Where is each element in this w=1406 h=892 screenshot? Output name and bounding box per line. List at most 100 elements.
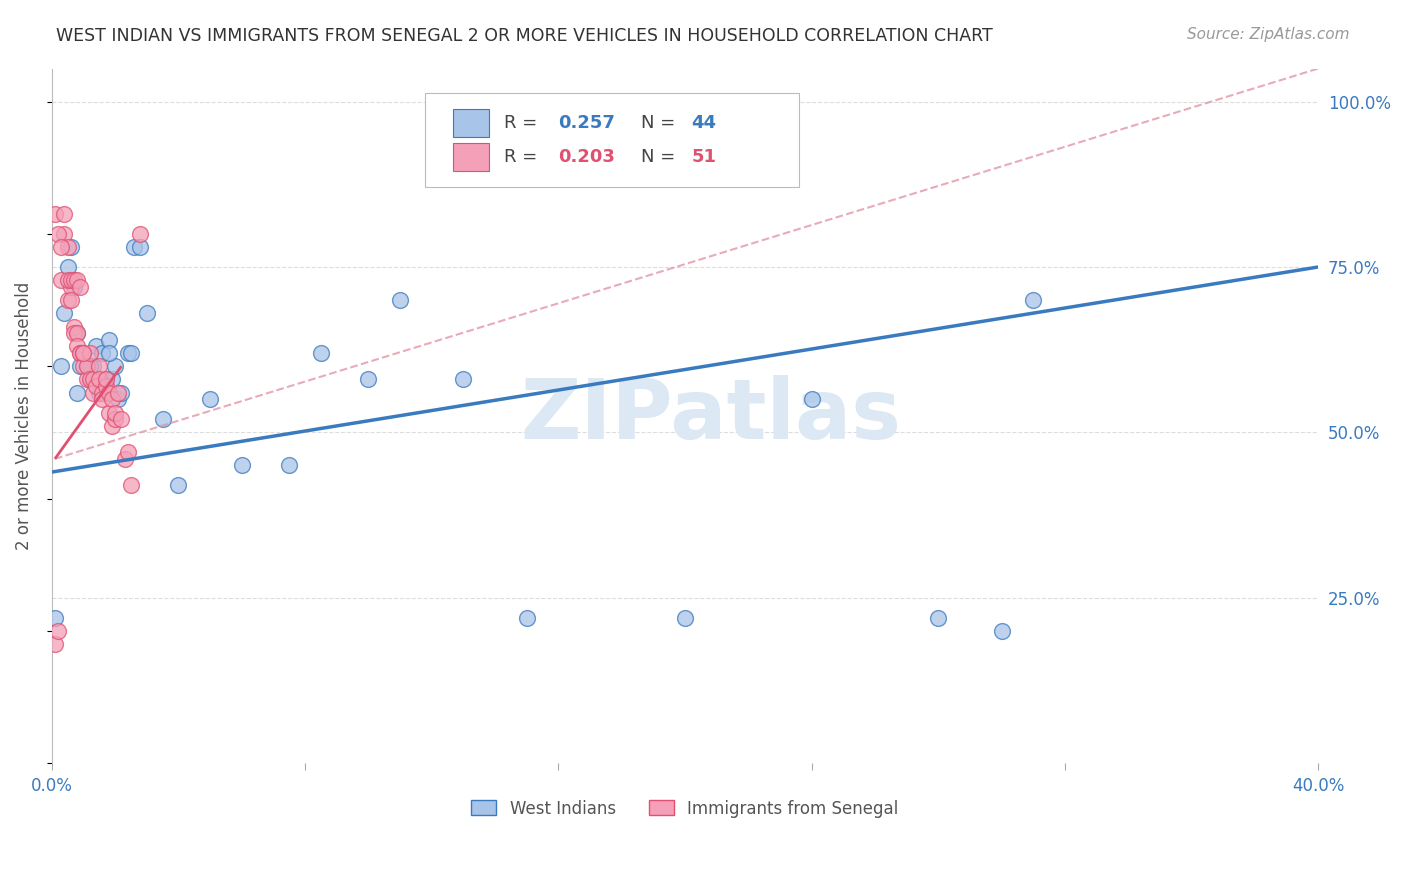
Point xyxy=(198,392,221,407)
FancyBboxPatch shape xyxy=(426,93,799,186)
Bar xyxy=(453,109,489,136)
Point xyxy=(72,346,94,360)
Point xyxy=(63,280,86,294)
Point xyxy=(53,227,76,241)
Point xyxy=(104,359,127,374)
Point xyxy=(79,372,101,386)
Point xyxy=(110,385,132,400)
Point xyxy=(63,326,86,340)
Point xyxy=(94,379,117,393)
Point xyxy=(97,405,120,419)
Point xyxy=(56,260,79,274)
Point xyxy=(69,280,91,294)
Point xyxy=(59,280,82,294)
Point xyxy=(84,339,107,353)
Point xyxy=(673,610,696,624)
Point xyxy=(122,240,145,254)
Point xyxy=(69,346,91,360)
Text: N =: N = xyxy=(641,113,681,132)
Point xyxy=(72,346,94,360)
Point xyxy=(107,385,129,400)
Point xyxy=(94,372,117,386)
Point xyxy=(46,227,69,241)
Point xyxy=(66,339,89,353)
Point xyxy=(91,346,114,360)
Point xyxy=(66,326,89,340)
Point xyxy=(97,333,120,347)
Point xyxy=(53,207,76,221)
Point xyxy=(84,379,107,393)
Point xyxy=(59,293,82,307)
Point xyxy=(104,412,127,426)
Point xyxy=(66,385,89,400)
Point xyxy=(91,392,114,407)
Point xyxy=(44,610,66,624)
Text: R =: R = xyxy=(503,113,543,132)
Point xyxy=(97,346,120,360)
Point xyxy=(357,372,380,386)
Point xyxy=(104,405,127,419)
Point xyxy=(76,359,98,374)
Point xyxy=(46,624,69,638)
Text: R =: R = xyxy=(503,148,543,166)
Point xyxy=(309,346,332,360)
Point xyxy=(53,306,76,320)
Bar xyxy=(453,143,489,170)
Point xyxy=(72,346,94,360)
Y-axis label: 2 or more Vehicles in Household: 2 or more Vehicles in Household xyxy=(15,282,32,550)
Point xyxy=(91,385,114,400)
Point xyxy=(389,293,412,307)
Point xyxy=(89,372,111,386)
Point xyxy=(89,359,111,374)
Point xyxy=(51,273,73,287)
Point xyxy=(117,445,139,459)
Point xyxy=(66,273,89,287)
Text: 0.257: 0.257 xyxy=(558,113,616,132)
Point xyxy=(1022,293,1045,307)
Point xyxy=(76,372,98,386)
Point xyxy=(97,385,120,400)
Point xyxy=(231,458,253,473)
Text: N =: N = xyxy=(641,148,681,166)
Point xyxy=(800,392,823,407)
Text: 44: 44 xyxy=(692,113,716,132)
Point xyxy=(82,372,104,386)
Point xyxy=(79,372,101,386)
Point xyxy=(135,306,157,320)
Text: WEST INDIAN VS IMMIGRANTS FROM SENEGAL 2 OR MORE VEHICLES IN HOUSEHOLD CORRELATI: WEST INDIAN VS IMMIGRANTS FROM SENEGAL 2… xyxy=(56,27,993,45)
Point xyxy=(110,412,132,426)
Legend: West Indians, Immigrants from Senegal: West Indians, Immigrants from Senegal xyxy=(464,793,905,824)
Text: Source: ZipAtlas.com: Source: ZipAtlas.com xyxy=(1187,27,1350,42)
Point xyxy=(117,346,139,360)
Text: 51: 51 xyxy=(692,148,716,166)
Point xyxy=(79,359,101,374)
Point xyxy=(990,624,1012,638)
Point xyxy=(79,346,101,360)
Point xyxy=(167,478,190,492)
Text: 0.203: 0.203 xyxy=(558,148,616,166)
Point xyxy=(56,240,79,254)
Point xyxy=(101,392,124,407)
Point xyxy=(56,293,79,307)
Point xyxy=(59,240,82,254)
Point xyxy=(516,610,538,624)
Point xyxy=(120,346,142,360)
Point xyxy=(69,359,91,374)
Point xyxy=(82,385,104,400)
Point xyxy=(114,451,136,466)
Point xyxy=(107,392,129,407)
Point xyxy=(72,359,94,374)
Point xyxy=(51,359,73,374)
Point xyxy=(56,273,79,287)
Point xyxy=(94,372,117,386)
Point xyxy=(89,385,111,400)
Point xyxy=(152,412,174,426)
Point xyxy=(51,240,73,254)
Point xyxy=(66,326,89,340)
Point xyxy=(101,372,124,386)
Point xyxy=(63,273,86,287)
Point xyxy=(82,359,104,374)
Point xyxy=(59,273,82,287)
Point xyxy=(120,478,142,492)
Point xyxy=(44,637,66,651)
